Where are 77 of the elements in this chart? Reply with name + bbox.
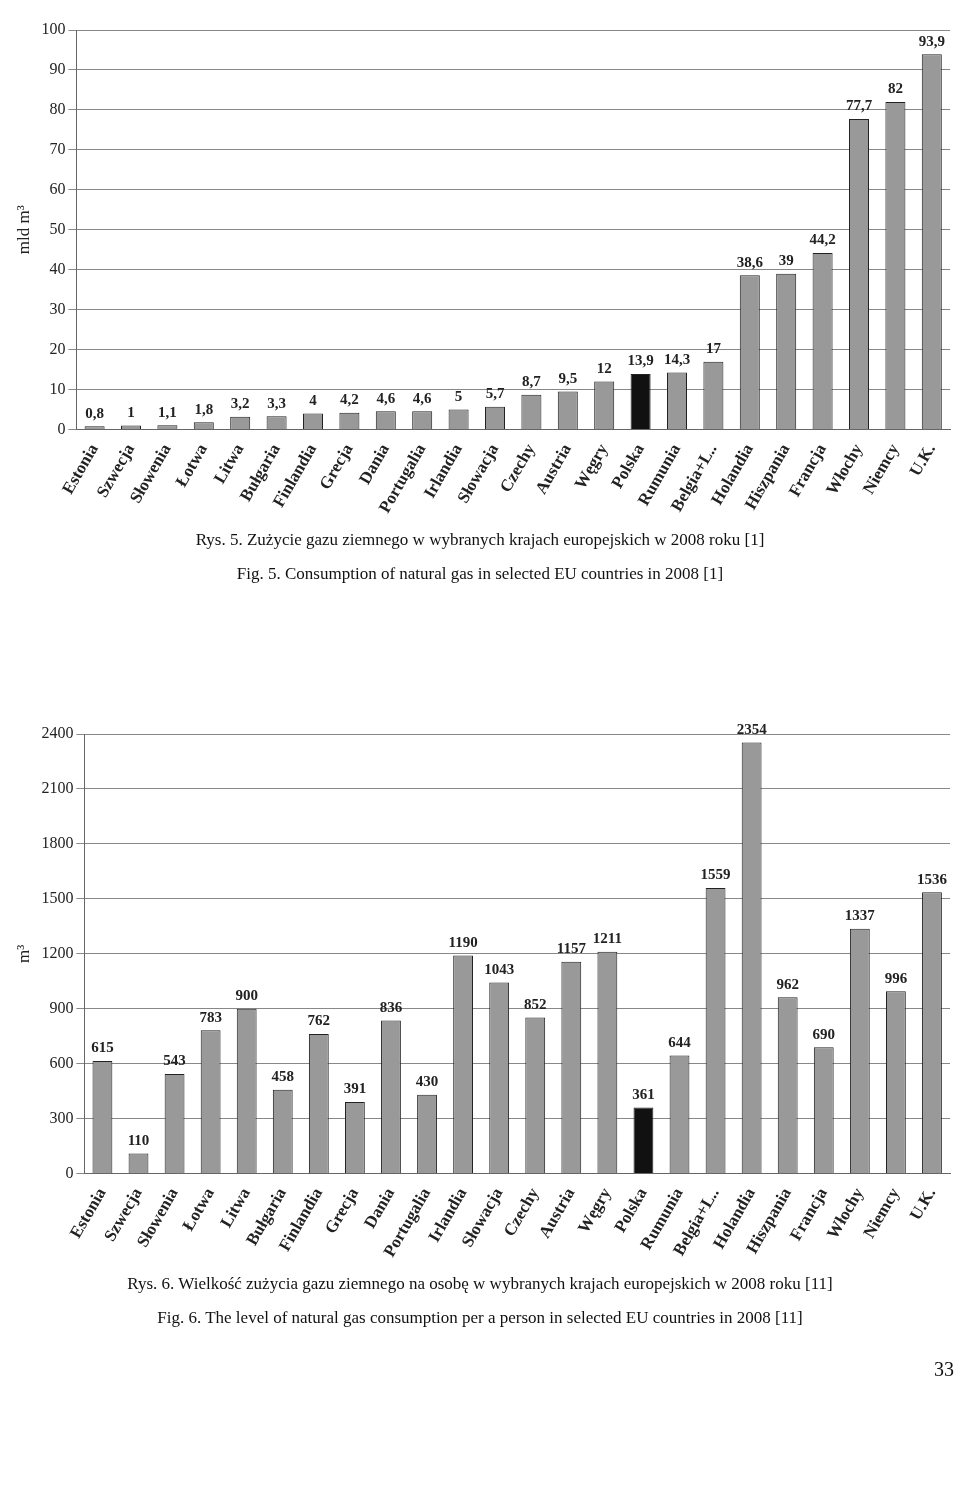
y-tick-label: 0 [65,1163,74,1181]
data-label: 430 [415,1073,439,1090]
data-label: 82 [887,80,903,97]
data-label: 1337 [844,907,876,924]
data-label: 2354 [736,720,768,737]
data-label: 0,8 [85,404,104,421]
data-label: 17 [705,340,722,357]
y-tick-label: 80 [49,100,66,118]
y-tick-label: 90 [49,60,66,78]
data-label: 391 [343,1080,367,1097]
y-tick-label: 2100 [41,779,74,797]
data-label: 3,2 [230,395,250,412]
data-label: 4 [309,391,318,408]
data-label: 1157 [556,940,587,957]
data-label: 783 [199,1008,222,1025]
data-label: 4,2 [340,391,359,408]
data-label: 900 [235,987,258,1004]
data-label: 8,7 [522,373,542,390]
text: Rys. 5. Zużycie gazu ziemnego w wybranych krajach europejskich w 2008 roku [1] [194,530,766,550]
y-tick-label: 30 [49,299,66,317]
text: Rys. 6. Wielkość zużycia gazu ziemnego na osobę w wybranych krajach europejskich w 2008 roku [11] [126,1274,834,1294]
data-label: 1190 [448,933,478,950]
data-label: 4,6 [412,389,433,406]
data-label: 1536 [916,870,948,887]
data-label: 543 [163,1052,186,1069]
data-label: 962 [776,975,799,992]
y-axis-title: m³ [13,944,33,963]
data-label: 1 [127,403,135,420]
y-tick-label: 10 [49,379,66,397]
y-tick-label: 70 [49,140,66,158]
data-label: 1,1 [158,403,177,420]
y-tick-label: 300 [49,1108,74,1126]
data-label: 44,2 [809,231,836,248]
text: 33 [933,1358,955,1381]
data-label: 1043 [484,960,515,977]
data-label: 77,7 [845,97,873,114]
x-tick-label: U.K. [905,1184,940,1224]
data-label: 690 [812,1025,836,1042]
y-tick-label: 100 [41,20,66,38]
data-label: 644 [668,1033,692,1050]
data-label: 39 [778,252,794,269]
data-label: 5,7 [485,385,505,402]
data-label: 9,5 [558,369,578,386]
y-axis-title: mld m³ [13,205,33,255]
data-label: 996 [884,969,908,986]
data-label: 1,8 [194,400,214,417]
data-label: 3,3 [267,394,286,411]
data-label: 361 [632,1085,655,1102]
y-tick-label: 900 [49,998,74,1016]
data-label: 852 [523,995,547,1012]
data-label: 1211 [592,930,622,947]
data-label: 4,6 [376,389,396,406]
data-label: 13,9 [627,352,654,369]
data-label: 762 [307,1012,331,1029]
data-label: 93,9 [918,32,945,49]
y-tick-label: 0 [57,419,66,437]
data-label: 5 [454,387,463,404]
data-label: 110 [127,1131,150,1148]
caption: Fig. 5. Consumption of natural gas in selected EU countries in 2008 [1] [235,564,725,584]
y-tick-label: 40 [49,259,66,277]
y-tick-label: 1200 [41,943,74,961]
y-tick-label: 60 [49,180,66,198]
y-tick-label: 20 [49,339,66,357]
data-label: 458 [271,1068,295,1085]
data-label: 12 [596,359,612,376]
data-label: 14,3 [663,350,691,367]
y-tick-label: 1500 [41,889,74,907]
data-label: 38,6 [736,253,764,270]
data-label: 615 [91,1039,114,1056]
data-label: 836 [379,998,403,1015]
y-tick-label: 1800 [41,834,74,852]
y-tick-label: 2400 [41,724,74,742]
y-tick-label: 50 [49,219,66,237]
caption: Fig. 6. The level of natural gas consumption per a person in selected EU countries in 2008 [11] [156,1308,804,1328]
data-label: 1559 [700,866,731,883]
x-tick-label: U.K. [905,440,940,480]
y-tick-label: 600 [49,1053,74,1071]
